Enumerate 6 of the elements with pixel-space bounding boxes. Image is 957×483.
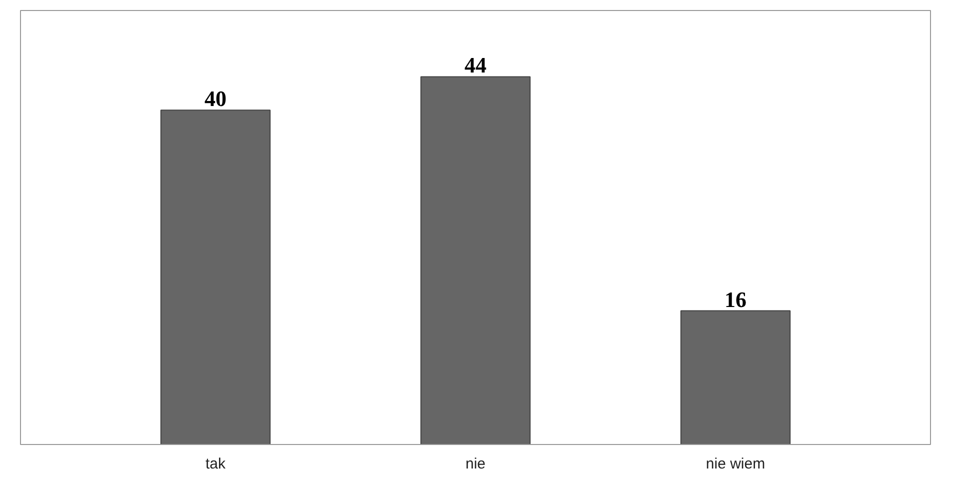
x-tick-label: nie wiem <box>706 456 766 472</box>
data-label: 16 <box>724 286 746 312</box>
x-tick-label: tak <box>205 456 226 472</box>
x-tick-label: nie <box>465 456 486 472</box>
data-label: 44 <box>464 52 486 78</box>
data-label: 40 <box>204 86 226 112</box>
